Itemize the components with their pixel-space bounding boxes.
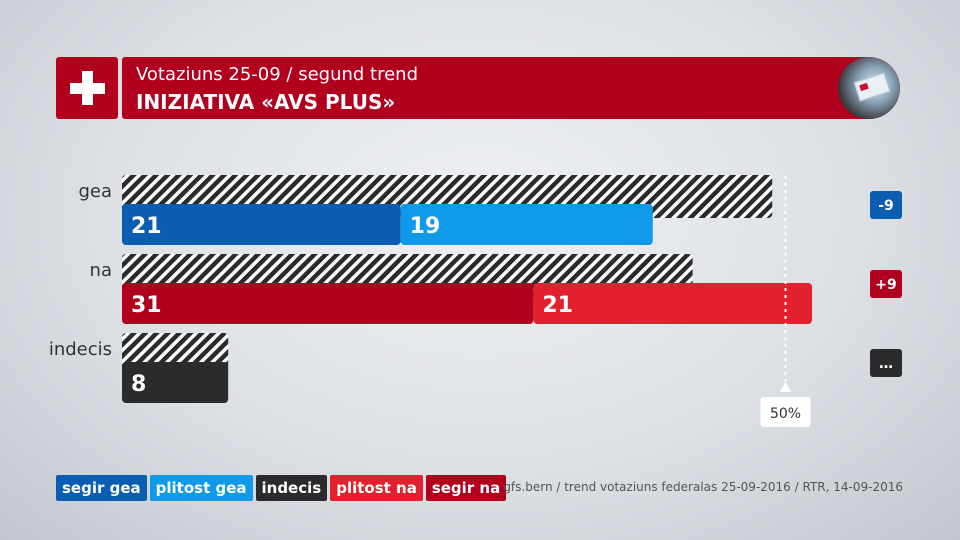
change-label-gea: -9 [878, 198, 894, 214]
change-label-na: +9 [875, 277, 896, 293]
legend-item-plitost-na: plitost na [330, 475, 423, 501]
data-label-plitost-na: 21 [542, 293, 573, 318]
change-badge-indecis [870, 349, 902, 377]
reference-arrow-icon [779, 382, 792, 392]
change-label-indecis: … [879, 356, 893, 372]
data-label-segir-na: 31 [131, 293, 162, 318]
legend-item-indecis: indecis [255, 475, 328, 501]
data-label-plitost-gea: 19 [410, 214, 441, 239]
bar-segir-gea [122, 204, 401, 245]
change-badge-gea [870, 191, 902, 219]
data-label-segir-gea: 21 [131, 214, 162, 239]
reference-badge [760, 397, 811, 427]
category-label-indecis: indecis [49, 339, 112, 360]
legend-item-plitost-gea: plitost gea [149, 475, 253, 501]
data-label-indecis: 8 [131, 372, 146, 397]
chart-subtitle: Votaziuns 25-09 / segund trend [136, 64, 419, 85]
legend-item-segir-gea: segir gea [56, 475, 147, 501]
category-label-gea: gea [78, 181, 112, 202]
header-bar: Votaziuns 25-09 / segund trend INIZIATIV… [122, 57, 900, 119]
change-badge-na [870, 270, 902, 298]
swiss-flag-icon [56, 57, 118, 119]
bar-indecis [122, 362, 229, 403]
bar-plitost-na [533, 283, 813, 324]
bar-plitost-gea [400, 204, 653, 245]
header-photo [838, 57, 900, 119]
chart-title: INIZIATIVA «AVS PLUS» [136, 90, 396, 114]
legend-item-segir-na: segir na [425, 475, 507, 501]
source-note: gfs.bern / trend votaziuns federalas 25-… [503, 480, 903, 494]
chart-legend: segir gea plitost gea indecis plitost na seg… [56, 475, 507, 501]
reference-label: 50% [770, 406, 801, 422]
bar-segir-na [122, 283, 534, 324]
category-label-na: na [90, 260, 112, 281]
